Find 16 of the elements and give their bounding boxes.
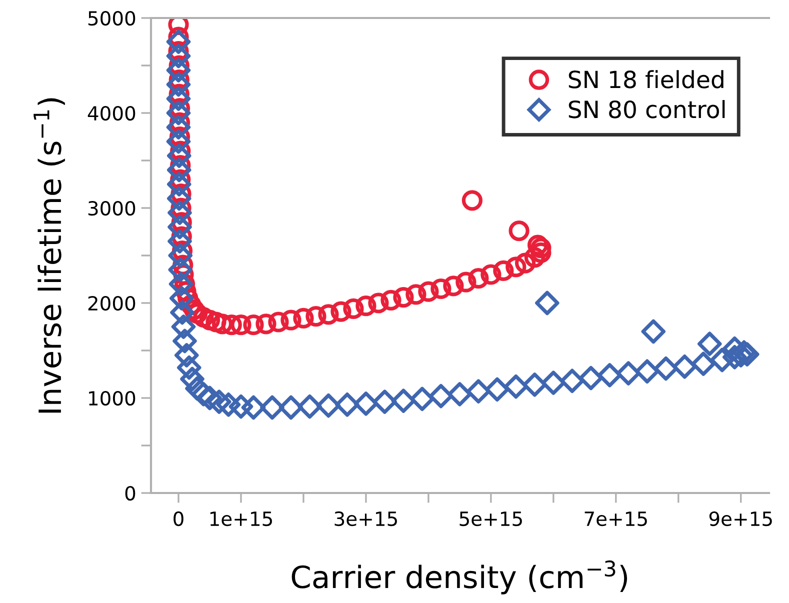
y-tick-label: 0 [125,486,136,501]
x-tick-label: 1e+15 [210,512,272,526]
y-tick-label: 2000 [88,296,136,311]
x-axis-title: Carrier density (cm$^{−3}$) [292,560,628,594]
x-tick-label: 7e+15 [584,512,647,526]
x-tick-label: 3e+15 [334,511,397,526]
x-tick-label: 0 [174,511,184,526]
y-tick-label: 5000 [88,10,136,26]
y-tick-label: 3000 [88,200,136,216]
x-tick-label: 5e+15 [460,512,522,526]
legend-label: SN 80 control [568,100,725,118]
x-tick-label: 9e+15 [709,511,772,526]
y-tick-label: 4000 [88,106,136,121]
y-tick-label: 1000 [89,390,136,406]
y-axis-title: Inverse lifetime (s$^{−1}$) [34,98,65,413]
legend-label: SN 18 fielded [568,70,724,88]
